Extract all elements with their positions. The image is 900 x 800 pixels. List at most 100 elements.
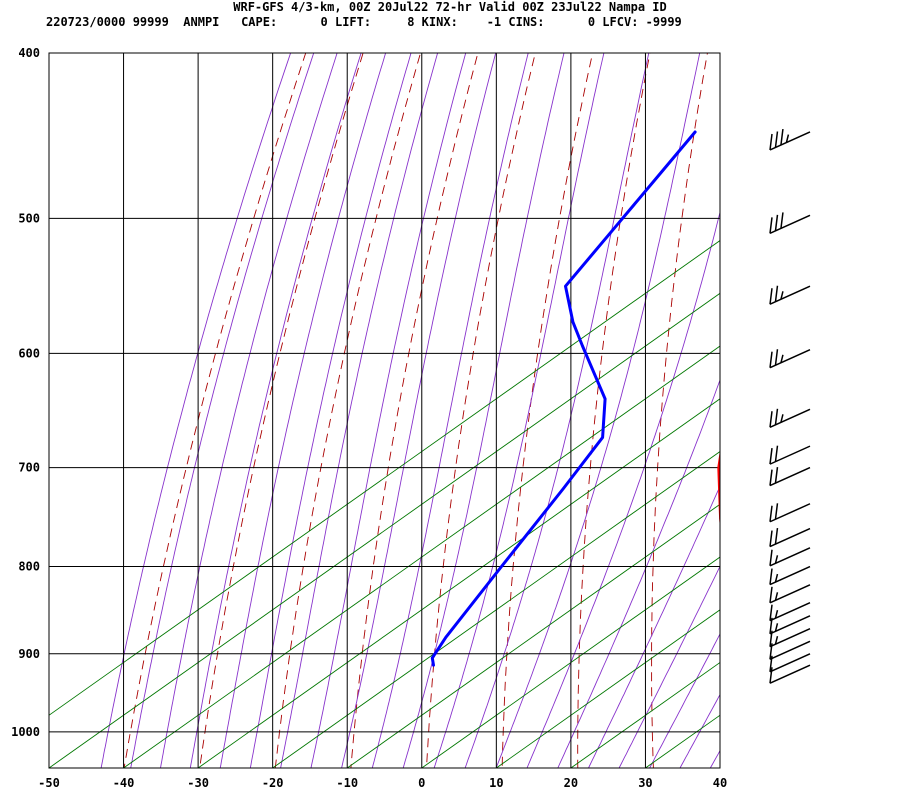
wind-barb-shaft (769, 640, 811, 661)
wind-barb-shaft (769, 565, 811, 586)
dewpoint-point (500, 565, 503, 568)
wind-barb-feather (780, 354, 784, 363)
moist-adiabat (341, 53, 497, 768)
dry-adiabat (577, 53, 651, 768)
wind-barb-shaft (769, 503, 811, 523)
wind-barb-feather (769, 133, 773, 151)
temperature-point (760, 664, 762, 666)
wind-barb-feather (774, 636, 779, 645)
dry-adiabat (123, 53, 307, 768)
dewpoint-point (564, 285, 567, 288)
dry-adiabat (274, 53, 421, 768)
wind-barb (769, 348, 811, 369)
mixing-ratio-line (570, 661, 720, 768)
moist-adiabat (464, 53, 650, 768)
wind-barb (769, 615, 811, 635)
x-tick-label: -20 (262, 776, 284, 790)
temperature-point (717, 466, 720, 469)
wind-barb (769, 503, 811, 523)
moist-adiabat (189, 53, 362, 768)
grid (48, 52, 721, 768)
dry-adiabat (426, 53, 536, 768)
moist-adiabat (100, 53, 292, 768)
wind-barb-shaft (769, 615, 811, 635)
temperature-point (808, 217, 810, 219)
wind-barb-feather (769, 568, 773, 585)
mixing-ratio-line (719, 767, 720, 768)
dry-adiabat (350, 53, 479, 768)
mixing-ratio-line (123, 345, 720, 768)
mixing-ratio-line (197, 398, 720, 768)
wind-barb-feather (774, 349, 779, 366)
wind-barb-feather (774, 214, 779, 231)
mixing-ratio-line (496, 609, 720, 768)
moist-adiabat (587, 484, 720, 768)
wind-barb-feather (780, 291, 784, 300)
dewpoint-point (621, 217, 624, 220)
wind-barb-feather (774, 503, 779, 520)
wind-barb-feather (769, 604, 773, 621)
wind-barb-feather (769, 505, 773, 522)
dewpoint-point (601, 436, 604, 439)
x-tick-label: -50 (38, 776, 60, 790)
wind-barb-shaft (769, 348, 811, 369)
dry-adiabat (859, 0, 900, 800)
wind-barb (769, 584, 811, 604)
wind-barb (769, 627, 811, 648)
wind-barb-feather (769, 667, 773, 684)
moist-adiabat (495, 53, 701, 768)
wind-barb (769, 565, 811, 586)
wind-barb-feather (785, 134, 790, 143)
wind-barb-feather (780, 414, 784, 423)
temperature-point (820, 171, 822, 173)
temperature-point (791, 281, 793, 283)
y-tick-label: 500 (18, 211, 40, 225)
x-tick-label: 0 (418, 776, 425, 790)
mixing-ratio-line (346, 503, 720, 768)
wind-barb-feather (774, 131, 779, 148)
wind-barb (769, 212, 811, 235)
wind-barb (769, 601, 811, 622)
y-tick-label: 900 (18, 647, 40, 661)
wind-barb (769, 128, 811, 151)
temperature-point (782, 314, 784, 316)
temperature-point (723, 434, 725, 436)
wind-barb-shaft (769, 664, 811, 684)
y-tick-label: 1000 (11, 725, 40, 739)
wind-barb-shaft (769, 527, 811, 548)
dewpoint-point (693, 130, 697, 134)
x-tick-label: -30 (187, 776, 209, 790)
wind-barb-feather (769, 586, 773, 603)
dewpoint-point (571, 320, 575, 324)
wind-barb (769, 408, 811, 428)
temperature-point (743, 636, 745, 638)
moist-adiabat (526, 210, 720, 768)
moist-adiabat (618, 565, 720, 768)
moist-adiabat (280, 53, 439, 768)
wind-barb-shaft (769, 584, 811, 604)
wind-barb-feather (769, 549, 773, 566)
mixing-ratio-line (49, 292, 720, 768)
x-tick-label: -40 (113, 776, 135, 790)
wind-barb-feather (769, 448, 773, 465)
wind-barb-feather (780, 128, 784, 146)
moist-adiabat (402, 53, 565, 768)
wind-barb (769, 653, 811, 673)
moist-adiabat (679, 693, 720, 768)
y-tick-label: 800 (18, 560, 40, 574)
stability-indices: 220723/0000 99999 ANMPI CAPE: 0 LIFT: 8 … (46, 15, 682, 29)
wind-barb-feather (769, 217, 773, 234)
wind-barb-feather (774, 592, 779, 601)
wind-barb-feather (774, 527, 779, 545)
chart-title: WRF-GFS 4/3-km, 00Z 20Jul22 72-hr Valid … (233, 0, 666, 14)
wind-barb-shaft (769, 408, 811, 428)
dewpoint-point (444, 635, 448, 639)
dewpoint-point (603, 397, 607, 401)
mixing-ratio-line (869, 53, 900, 768)
mixing-ratio-line (645, 714, 720, 768)
wind-barb-shaft (769, 445, 811, 465)
temperature-axis: -50 -40 -30 -20 -10 0 10 20 30 40 (38, 776, 727, 790)
wind-barb (769, 527, 811, 548)
dewpoint-point (581, 344, 584, 348)
